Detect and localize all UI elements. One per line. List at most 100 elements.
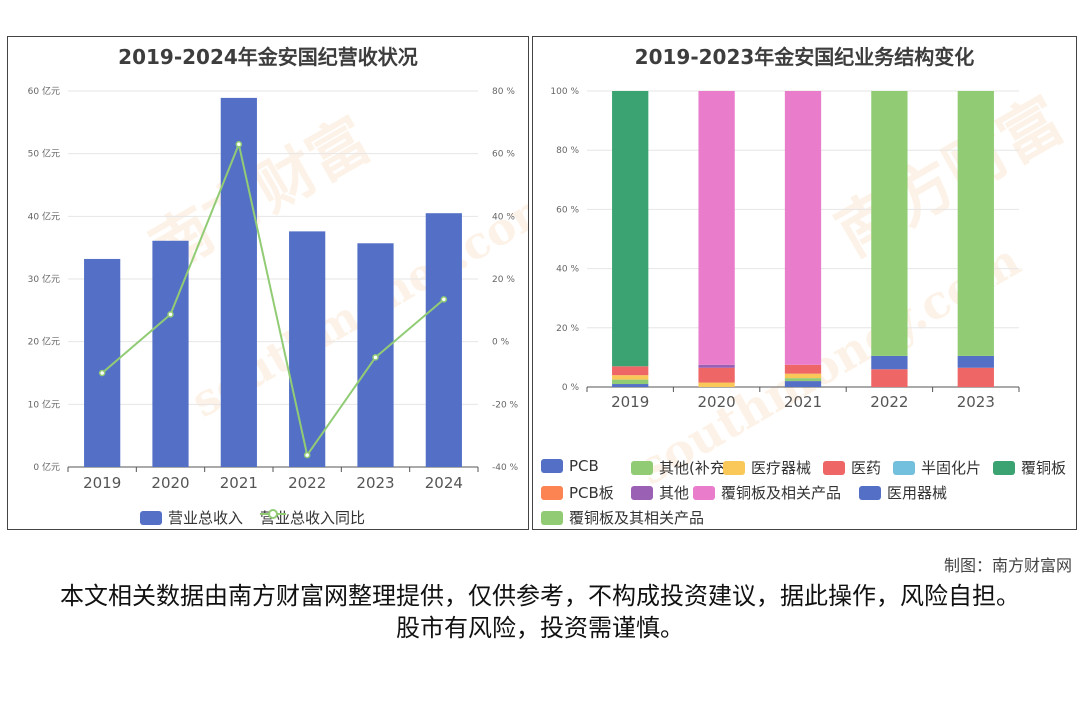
legend-swatch xyxy=(993,460,1015,475)
bar-segment xyxy=(698,382,735,387)
legend-item-yoy[interactable]: 营业总收入同比 xyxy=(260,507,365,528)
legend-item[interactable]: 其他 xyxy=(631,482,689,503)
bar-segment xyxy=(612,375,649,380)
point-yoy xyxy=(440,296,448,303)
legend-item[interactable]: 医疗器械 xyxy=(723,457,811,478)
legend-label: 半固化片 xyxy=(921,459,982,477)
bar-segment xyxy=(784,364,822,374)
legend-swatch xyxy=(541,459,563,473)
x-tick-label: 2019 xyxy=(611,393,649,411)
legend-swatch xyxy=(631,485,653,500)
legend-swatch xyxy=(859,485,881,500)
point-yoy xyxy=(98,369,106,377)
revenue-chart-panel: 南方财富 southmoney.com 2019-2024年金安国纪营收状况 0… xyxy=(7,36,529,530)
legend-label: 覆铜板及其相关产品 xyxy=(569,509,705,527)
business-structure-svg: 0 % 20 % 40 % 60 % 80 % 100 % 2019 2020 2021 2022… xyxy=(550,87,1020,411)
y-right-tick-label: 40 % xyxy=(492,212,515,222)
x-tick-label: 2024 xyxy=(425,474,463,492)
y-right-tick-label: 80 % xyxy=(492,87,515,97)
x-tick-label: 2022 xyxy=(870,393,908,411)
x-tick-label: 2023 xyxy=(957,393,995,411)
legend-swatch xyxy=(631,460,653,475)
bar-segment xyxy=(698,91,735,365)
legend-label: 其他(补充) xyxy=(659,459,731,477)
bar-segment xyxy=(698,364,735,368)
business-structure-panel: 南方财富 southmoney.com 2019-2023年金安国纪业务结构变化… xyxy=(532,36,1077,530)
y-left-tick-label: 10 亿元 xyxy=(28,398,60,410)
legend-label: 医药 xyxy=(851,459,882,477)
y-left-tick-label: 50 亿元 xyxy=(28,148,60,160)
x-tick-label: 2023 xyxy=(356,474,394,492)
bar-segment xyxy=(698,367,735,383)
bar-segment xyxy=(784,373,822,379)
legend-label: PCB xyxy=(569,457,599,475)
x-tick-label: 2020 xyxy=(151,474,189,492)
legend-item[interactable]: 覆铜板 xyxy=(993,457,1066,478)
legend-swatch xyxy=(541,485,563,500)
point-yoy xyxy=(372,354,379,361)
legend-item[interactable]: 其他(补充) xyxy=(631,457,731,478)
x-tick-label: 2021 xyxy=(784,393,822,411)
legend-item[interactable]: 半固化片 xyxy=(893,457,981,478)
legend-item[interactable]: 医药 xyxy=(823,457,881,478)
bar-segment xyxy=(612,384,649,387)
legend-item[interactable]: 医用器械 xyxy=(859,482,947,503)
credit-label: 制图：南方财富网 xyxy=(943,556,1072,575)
legend-swatch xyxy=(541,510,563,525)
legend-line-swatch xyxy=(260,509,286,519)
bar-segment xyxy=(957,355,994,368)
y-tick-label: 20 % xyxy=(556,324,579,334)
y-right-tick-label: 0 % xyxy=(492,338,510,348)
x-tick-label: 2020 xyxy=(698,393,736,411)
y-tick-label: 0 % xyxy=(562,383,580,393)
bar-segment xyxy=(957,367,994,387)
disclaimer-text: 本文相关数据由南方财富网整理提供，仅供参考，不构成投资建议，据此操作，风险自担。… xyxy=(60,582,1020,642)
legend-label: 医用器械 xyxy=(887,484,948,502)
bar-revenue xyxy=(220,97,257,467)
x-tick-label: 2022 xyxy=(288,474,326,492)
legend-swatch xyxy=(723,460,745,475)
bar-revenue xyxy=(152,240,189,467)
legend-swatch xyxy=(140,510,162,525)
bar-revenue xyxy=(289,231,326,467)
legend-item[interactable]: PCB板 xyxy=(541,482,614,503)
chart-title: 2019-2023年金安国纪业务结构变化 xyxy=(634,45,975,69)
legend-swatch xyxy=(823,460,845,475)
bar-segment xyxy=(871,369,908,387)
x-tick-label: 2021 xyxy=(220,474,258,492)
y-tick-label: 100 % xyxy=(550,87,579,97)
bar-segment xyxy=(784,378,822,382)
y-tick-label: 60 % xyxy=(556,205,579,215)
bar-segment xyxy=(612,91,649,367)
legend: 营业总收入 营业总收入同比 xyxy=(8,507,528,529)
legend-label: 医疗器械 xyxy=(751,459,812,477)
bar-segment xyxy=(612,379,649,385)
y-left-tick-label: 60 亿元 xyxy=(28,85,60,97)
point-yoy xyxy=(235,141,243,148)
legend-label: 其他 xyxy=(659,484,690,502)
legend-item[interactable]: 覆铜板及相关产品 xyxy=(693,482,841,503)
legend-label: 营业总收入 xyxy=(168,509,244,527)
legend: PCB 其他(补充) 医疗器械 医药 半固化片 覆铜板 PCB板 其他 覆铜板及相关产品 医用器械… xyxy=(533,457,1076,529)
bar-segment xyxy=(784,91,822,365)
legend-label: 覆铜板 xyxy=(1021,459,1067,477)
legend-item-revenue[interactable]: 营业总收入 xyxy=(140,507,243,528)
y-right-tick-label: 20 % xyxy=(492,275,515,285)
revenue-chart-svg: 0 亿元 10 亿元 20 亿元 30 亿元 40 亿元 50 亿元 60 亿元 -40 % -… xyxy=(28,85,519,492)
y-left-tick-label: 20 亿元 xyxy=(28,336,60,348)
y-right-tick-label: -40 % xyxy=(492,463,519,473)
bar-segment xyxy=(871,355,908,370)
bar-segment xyxy=(784,381,822,387)
y-left-tick-label: 0 亿元 xyxy=(33,461,60,473)
y-tick-label: 80 % xyxy=(556,146,579,156)
bar-revenue xyxy=(425,213,462,467)
legend-swatch xyxy=(693,485,715,500)
bar-segment xyxy=(957,91,994,356)
legend-label: 覆铜板及相关产品 xyxy=(721,484,842,502)
bar-segment xyxy=(871,91,908,356)
legend-item[interactable]: PCB xyxy=(541,457,599,475)
legend-label: 营业总收入同比 xyxy=(260,509,366,527)
legend-item[interactable]: 覆铜板及其相关产品 xyxy=(541,507,704,528)
y-right-tick-label: -20 % xyxy=(492,400,519,410)
y-left-tick-label: 30 亿元 xyxy=(28,273,60,285)
